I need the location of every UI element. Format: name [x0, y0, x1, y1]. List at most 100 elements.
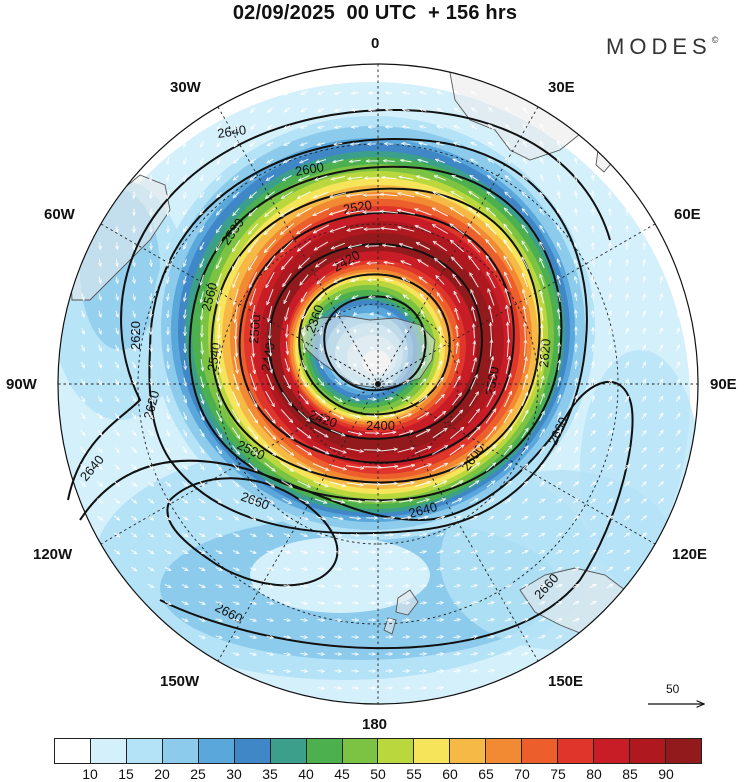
wind-arrow: [263, 426, 276, 440]
wind-arrow: [609, 277, 610, 284]
wind-arrow: [539, 258, 545, 269]
wind-arrow: [164, 481, 170, 486]
wind-arrow: [265, 498, 274, 504]
wind-arrow: [130, 532, 137, 537]
wind-arrow: [300, 142, 308, 146]
wind-arrow: [199, 463, 204, 470]
wind-arrow: [626, 294, 628, 301]
wind-arrow: [522, 225, 529, 234]
wind-arrow: [280, 409, 293, 422]
wind-arrow: [338, 346, 339, 350]
wind-arrow: [335, 310, 341, 317]
wind-arrow: [504, 516, 511, 521]
lon-label-90w: 90W: [6, 376, 37, 393]
wind-arrow: [538, 584, 545, 588]
wind-arrow: [589, 600, 596, 606]
wind-arrow: [266, 174, 275, 180]
wind-arrow: [488, 357, 493, 374]
wind-arrow: [539, 242, 545, 251]
wind-arrow: [253, 322, 254, 340]
wind-arrow: [181, 532, 188, 538]
wind-arrow: [415, 482, 430, 487]
wind-arrow: [470, 174, 479, 182]
wind-arrow: [386, 93, 393, 94]
wind-arrow: [574, 243, 578, 250]
wind-arrow: [675, 464, 681, 470]
wind-arrow: [590, 465, 595, 470]
wind-arrow: [505, 176, 512, 181]
wind-arrow: [383, 161, 395, 162]
wind-arrow: [643, 311, 645, 318]
wind-arrow: [283, 533, 290, 537]
wind-arrow: [575, 158, 577, 165]
contour-2540: [210, 187, 541, 484]
wind-arrow: [556, 226, 562, 233]
wind-arrow: [488, 176, 495, 181]
wind-arrow: [300, 376, 308, 387]
wind-arrow: [198, 601, 205, 605]
wind-arrow: [231, 427, 239, 439]
wind-arrow: [485, 427, 497, 440]
wind-arrow: [147, 532, 154, 537]
wind-arrow: [521, 515, 528, 521]
wind-arrow: [215, 567, 222, 571]
wind-arrow: [449, 445, 464, 456]
wind-arrow: [167, 378, 169, 385]
wind-arrow: [555, 515, 562, 521]
wind-arrow: [116, 310, 118, 318]
wind-arrow: [504, 208, 513, 217]
wind-arrow: [334, 143, 343, 145]
wind-arrow: [589, 566, 596, 572]
wind-arrow: [469, 392, 479, 407]
wind-arrow: [234, 123, 239, 130]
wind-arrow: [97, 481, 103, 487]
wind-arrow: [592, 277, 594, 284]
wind-arrow: [167, 293, 168, 300]
wind-arrow: [487, 551, 495, 553]
wind-arrow: [453, 619, 461, 620]
wind-arrow: [299, 515, 308, 521]
colorbar-box: [234, 739, 271, 763]
wind-arrow: [538, 532, 545, 538]
wind-arrow: [147, 498, 153, 503]
wind-arrow: [267, 107, 273, 113]
wind-arrow: [456, 342, 457, 354]
wind-arrow: [504, 602, 512, 604]
wind-arrow: [387, 329, 390, 333]
wind-arrow: [320, 344, 321, 352]
wind-arrow: [265, 271, 275, 288]
wind-arrow: [555, 532, 562, 538]
brand-logo: MODES©: [606, 34, 718, 60]
lon-label-120w: 120W: [33, 546, 73, 563]
wind-arrow: [350, 397, 359, 401]
wind-arrow: [247, 426, 258, 439]
wind-arrow: [607, 379, 613, 386]
wind-arrow: [470, 636, 478, 638]
wind-arrow: [181, 566, 188, 572]
wind-arrow: [557, 209, 562, 216]
wind-arrow: [304, 325, 305, 336]
wind-arrow: [182, 446, 188, 453]
wind-arrow: [434, 176, 447, 181]
wind-arrow: [450, 208, 465, 217]
wind-arrow: [248, 223, 259, 235]
wind-arrow: [200, 376, 204, 388]
wind-arrow: [100, 242, 101, 250]
wind-arrow: [436, 637, 444, 638]
wind-arrow: [314, 411, 327, 420]
vector-ref-arrow: [648, 684, 708, 714]
wind-arrow: [523, 289, 528, 305]
wind-arrow: [658, 499, 663, 504]
wind-arrow: [607, 362, 613, 369]
wind-arrow: [624, 465, 630, 470]
wind-arrow: [283, 273, 292, 286]
wind-arrow: [589, 533, 596, 538]
wind-arrow: [419, 277, 428, 284]
wind-arrow: [115, 344, 119, 351]
wind-arrow: [487, 374, 494, 391]
wind-arrow: [660, 260, 661, 267]
wind-arrow: [420, 311, 426, 318]
wind-arrow: [523, 107, 528, 114]
wind-arrow: [414, 446, 431, 454]
wind-arrow: [114, 361, 120, 368]
